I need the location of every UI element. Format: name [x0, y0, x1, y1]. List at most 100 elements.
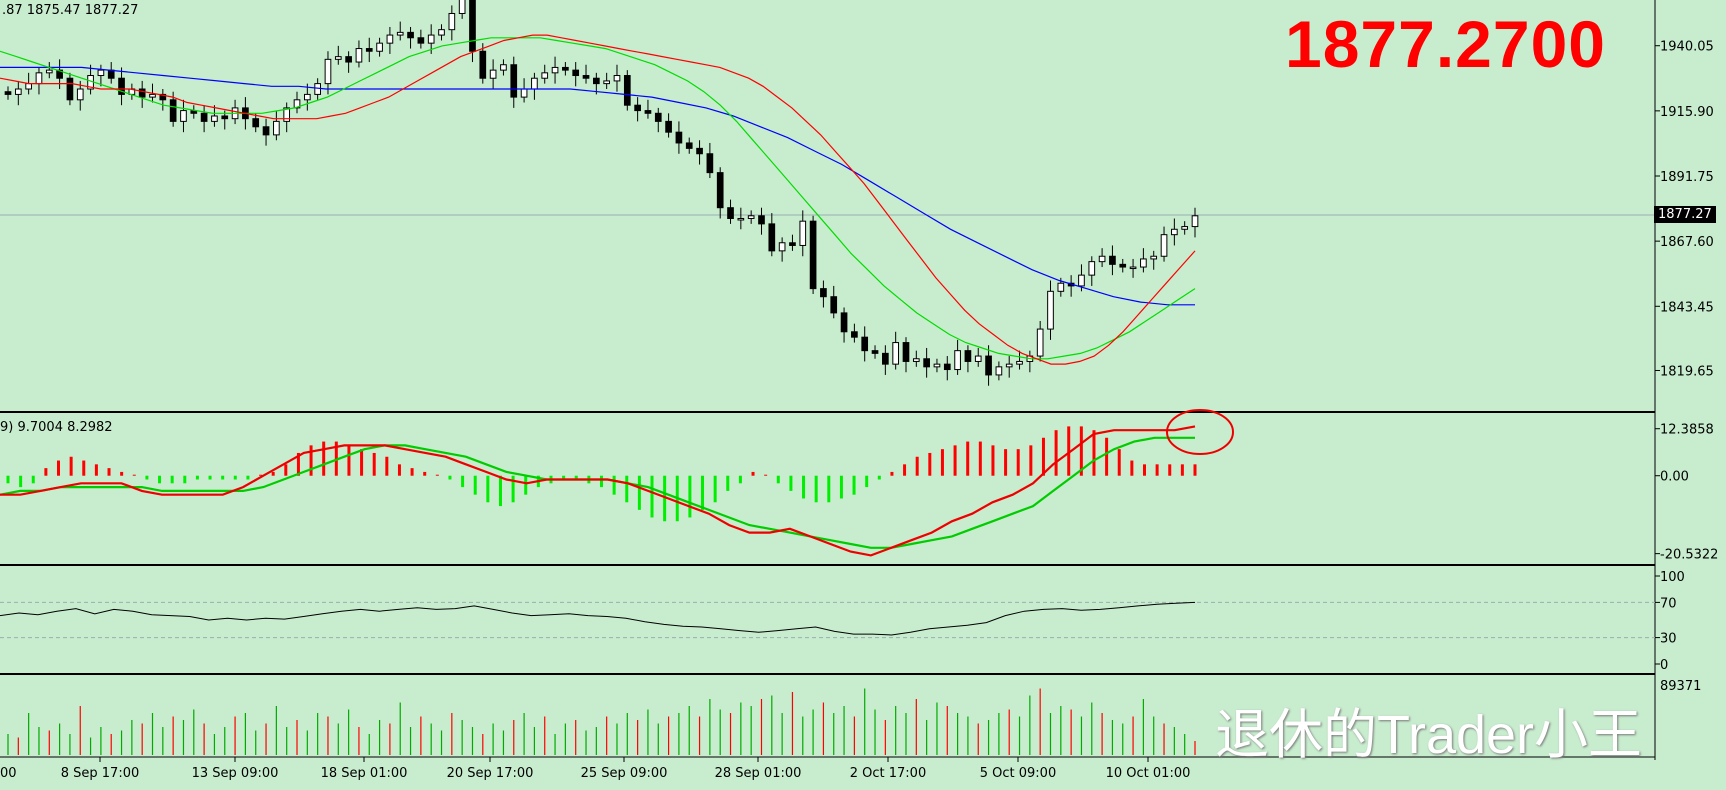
ma-mid-line: [0, 37, 1196, 360]
candle-bull: [799, 220, 807, 246]
candle-bull: [551, 66, 559, 74]
macd-tick-label-2: -20.5322: [1660, 548, 1718, 563]
candle-bull: [211, 115, 218, 122]
candle-bull: [1016, 360, 1023, 365]
candle-bear: [654, 112, 662, 122]
candle-bull: [1036, 328, 1044, 357]
candle-bull: [995, 366, 1003, 376]
candle-bear: [469, 0, 476, 52]
candle-bear: [138, 88, 146, 98]
time-tick-label-2: 18 Sep 01:00: [321, 766, 408, 781]
candle-bull: [35, 72, 43, 85]
candle-bear: [727, 207, 734, 219]
candle-bear: [696, 147, 703, 155]
candle-bear: [417, 37, 425, 44]
time-tick-label-5: 28 Sep 01:00: [715, 766, 802, 781]
candle-bull: [737, 217, 745, 221]
candle-bear: [200, 112, 208, 122]
candle-bear: [345, 56, 352, 63]
price-tick-label-3: 1867.60: [1660, 235, 1714, 250]
ma-fast-line: [0, 34, 1196, 365]
current-price-display: 1877.2700: [1285, 7, 1606, 81]
candle-bull: [293, 99, 301, 109]
price-tick-label-2: 1891.75: [1660, 170, 1714, 185]
time-tick-label-3: 20 Sep 17:00: [447, 766, 534, 781]
candle-bear: [923, 358, 930, 368]
candle-bear: [768, 223, 776, 252]
candle-bear: [820, 288, 827, 298]
macd-tick-label-1: 0.00: [1660, 470, 1689, 485]
candle-bear: [665, 120, 672, 133]
candle-bear: [861, 336, 869, 352]
candle-bull: [603, 80, 610, 85]
candle-bull: [448, 12, 456, 31]
candle-bull: [149, 93, 156, 98]
candle-bear: [789, 242, 796, 246]
macd-header: 9) 9.7004 8.2982: [0, 420, 113, 435]
candle-bear: [882, 352, 889, 365]
candle-bear: [118, 77, 125, 95]
price-axis-marker: 1877.27: [1654, 206, 1716, 224]
candle-bull: [14, 88, 22, 95]
candle-bull: [427, 34, 435, 44]
time-tick-label-partial: 00: [0, 766, 17, 781]
candle-bull: [376, 42, 383, 52]
candle-bull: [1057, 282, 1065, 292]
ma-slow-line: [0, 66, 1195, 306]
candle-bear: [107, 69, 115, 79]
candle-bear: [221, 115, 229, 120]
osc-tick-label-3: 0: [1660, 658, 1668, 673]
candle-bull: [613, 75, 621, 82]
price-tick-label-5: 1819.65: [1660, 364, 1714, 379]
candle-bull: [747, 215, 755, 219]
candle-bull: [974, 355, 982, 362]
candle-bear: [407, 31, 414, 39]
candle-bear: [902, 342, 910, 362]
candle-bull: [324, 58, 332, 85]
price-tick-label-4: 1843.45: [1660, 300, 1714, 315]
candle-bear: [593, 77, 600, 85]
watermark-text: 退休的Trader小王: [1215, 705, 1643, 765]
candle-bull: [489, 69, 497, 79]
candle-bear: [252, 118, 260, 128]
candle-bull: [1160, 234, 1168, 257]
osc-line: [0, 601, 1196, 636]
candle-bull: [1098, 255, 1106, 263]
candle-bear: [66, 77, 74, 101]
candle-bull: [954, 350, 961, 371]
time-tick-label-6: 2 Oct 17:00: [850, 766, 926, 781]
candle-bull: [45, 69, 53, 74]
candle-bull: [778, 242, 786, 252]
candle-bear: [851, 331, 858, 338]
candle-bull: [273, 120, 280, 136]
candle-bull: [1047, 290, 1054, 330]
macd-tick-label-0: 12.3858: [1660, 423, 1714, 438]
candle-bear: [809, 220, 817, 290]
candle-bear: [871, 350, 879, 354]
candle-bear: [479, 50, 487, 79]
candle-bull: [25, 83, 32, 90]
candle-bull: [1005, 363, 1013, 368]
candle-bear: [943, 363, 951, 371]
candle-bear: [685, 142, 693, 149]
price-tick-label-0: 1940.05: [1660, 40, 1714, 55]
candle-bear: [262, 126, 270, 136]
candle-bear: [56, 69, 63, 79]
candle-bear: [964, 350, 972, 362]
time-tick-label-7: 5 Oct 09:00: [980, 766, 1056, 781]
candle-bull: [314, 83, 321, 95]
candle-bull: [531, 77, 538, 90]
candle-bull: [334, 56, 342, 60]
candle-bull: [1181, 226, 1189, 230]
candle-bull: [180, 110, 187, 122]
candle-bull: [1129, 266, 1137, 270]
candle-bear: [623, 75, 631, 106]
time-tick-label-4: 25 Sep 09:00: [581, 766, 668, 781]
candle-bear: [758, 215, 765, 225]
macd-main-line: [0, 425, 1196, 557]
candle-bear: [706, 153, 714, 174]
candle-bear: [675, 131, 683, 144]
candle-bear: [830, 296, 838, 314]
